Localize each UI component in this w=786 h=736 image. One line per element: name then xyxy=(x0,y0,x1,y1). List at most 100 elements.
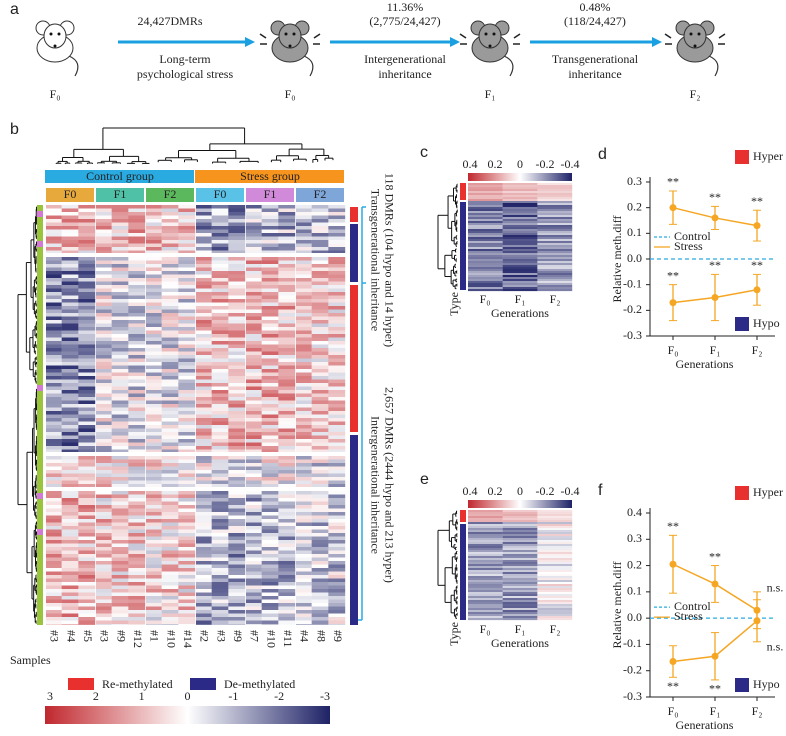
bracket xyxy=(358,206,366,621)
heatmap-cell xyxy=(228,208,246,213)
heatmap-cell xyxy=(146,316,162,321)
heatmap-cell xyxy=(96,515,112,520)
heatmap-cell xyxy=(228,529,246,534)
heatmap-cell xyxy=(128,208,146,213)
heatmap-cell xyxy=(311,446,329,450)
heatmap-cell xyxy=(537,578,573,581)
data-point xyxy=(753,222,761,230)
heatmap-cell xyxy=(128,442,146,447)
legend-label: Stress xyxy=(674,609,703,623)
heatmap-cell xyxy=(228,327,246,331)
heatmap-cell xyxy=(228,585,246,590)
x-tick-label: F₁ xyxy=(515,292,526,306)
heatmap-cell xyxy=(328,334,346,338)
heatmap-cell xyxy=(311,477,329,481)
heatmap-cell xyxy=(278,376,296,380)
heatmap-cell xyxy=(246,407,262,412)
heatmap-cell xyxy=(502,510,538,513)
heatmap-cell xyxy=(468,518,503,521)
heatmap-cell xyxy=(468,195,503,198)
heatmap-cell xyxy=(246,547,262,551)
heatmap-cell xyxy=(228,369,246,373)
heatmap-cell xyxy=(502,265,538,268)
heatmap-cell xyxy=(228,470,246,474)
heatmap-cell xyxy=(328,365,346,370)
heatmap-cell xyxy=(311,533,329,537)
heatmap-cell xyxy=(146,309,162,314)
heatmap-cell xyxy=(161,557,179,562)
generation-label: F0 xyxy=(214,187,227,201)
heatmap-cell xyxy=(211,501,229,506)
heatmap-cell xyxy=(196,313,212,317)
heatmap-cell xyxy=(328,435,346,440)
heatmap-cell xyxy=(261,449,279,452)
sample-label: #7 xyxy=(248,630,262,642)
type-bar xyxy=(37,295,43,301)
heatmap-cell xyxy=(78,501,96,506)
x-tick-label: F₂ xyxy=(550,292,561,306)
heatmap-cell xyxy=(178,240,196,244)
heatmap-cell xyxy=(537,582,573,585)
type-indicator xyxy=(350,207,358,222)
heatmap-cell xyxy=(311,348,329,352)
heatmap-cell xyxy=(96,505,112,509)
heatmap-cell xyxy=(61,302,79,307)
heatmap-cell xyxy=(278,257,296,261)
heatmap-cell xyxy=(61,624,79,625)
legend-swatch xyxy=(735,486,749,500)
heatmap-cell xyxy=(128,205,146,209)
heatmap-cell xyxy=(178,459,196,464)
heatmap-cell xyxy=(111,327,129,331)
heatmap-cell xyxy=(211,550,229,555)
heatmap-cell xyxy=(128,494,146,499)
heatmap-cell xyxy=(311,439,329,443)
heatmap-cell xyxy=(328,229,346,234)
heatmap-cell xyxy=(328,428,346,433)
heatmap-cell xyxy=(228,582,246,586)
heatmap-cell xyxy=(128,547,146,551)
heatmap-cell xyxy=(128,316,146,321)
heatmap-cell xyxy=(146,533,162,537)
heatmap-cell xyxy=(96,446,112,450)
colorbar-tick: 3 xyxy=(47,689,53,703)
heatmap-cell xyxy=(196,309,212,314)
heatmap-cell xyxy=(278,362,296,366)
heatmap-cell xyxy=(61,480,79,485)
heatmap-cell xyxy=(111,428,129,433)
type-bar xyxy=(37,337,43,343)
heatmap-cell xyxy=(261,247,279,251)
heatmap-cell xyxy=(228,285,246,289)
heatmap-cell xyxy=(228,603,246,607)
heatmap-cell xyxy=(96,501,112,506)
heatmap-cell xyxy=(61,456,79,460)
heatmap-cell xyxy=(146,407,162,412)
heatmap-cell xyxy=(261,376,279,380)
heatmap-cell xyxy=(78,264,96,268)
heatmap-cell xyxy=(161,330,179,335)
heatmap-cell xyxy=(311,624,329,625)
heatmap-cell xyxy=(211,480,229,485)
heatmap-cell xyxy=(161,390,179,394)
heatmap-cell xyxy=(311,226,329,230)
heatmap-cell xyxy=(196,393,212,398)
heatmap-cell xyxy=(111,459,129,464)
heatmap-cell xyxy=(502,219,538,222)
heatmap-cell xyxy=(468,227,503,230)
heatmap-cell xyxy=(228,501,246,506)
heatmap-cell xyxy=(46,519,62,523)
heatmap-cell xyxy=(61,421,79,426)
heatmap-cell xyxy=(61,299,79,303)
heatmap-cell xyxy=(146,529,162,534)
heatmap-cell xyxy=(111,247,129,251)
heatmap-cell xyxy=(261,543,279,548)
type-bar xyxy=(37,391,43,397)
heatmap-cell xyxy=(161,610,179,614)
heatmap-cell xyxy=(178,571,196,576)
heatmap-cell xyxy=(246,302,262,307)
heatmap-cell xyxy=(61,236,79,241)
heatmap-cell xyxy=(296,205,312,209)
heatmap-cell xyxy=(96,425,112,429)
heatmap-cell xyxy=(278,568,296,572)
type-bar xyxy=(37,205,43,211)
heatmap-cell xyxy=(211,491,229,495)
